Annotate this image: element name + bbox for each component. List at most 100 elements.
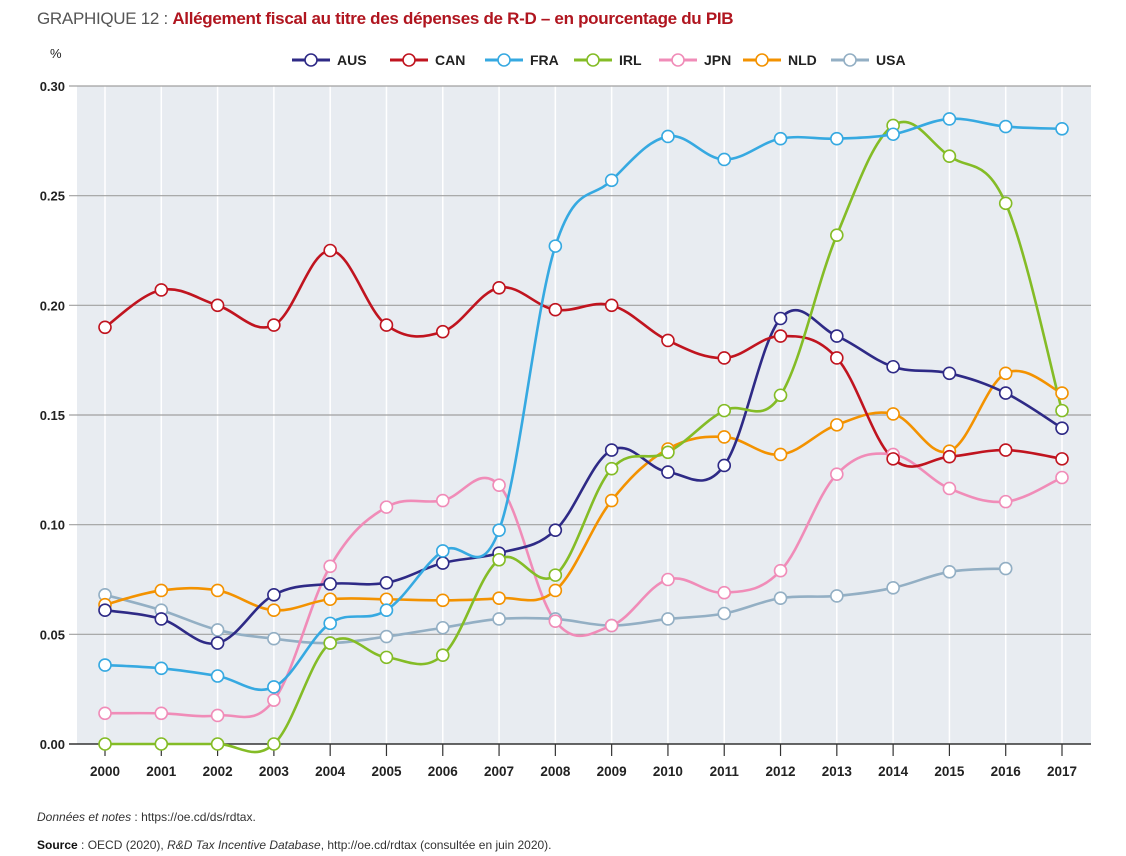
data-point-aus [886, 359, 900, 374]
source-text-1: : OECD (2020), [77, 838, 168, 852]
legend-item-can: CAN [389, 50, 465, 70]
legend-marker [755, 53, 769, 67]
data-point-aus [379, 575, 394, 590]
data-point-can [830, 351, 844, 365]
data-point-can [492, 280, 506, 295]
data-point-jpn [154, 706, 169, 721]
data-point-can [773, 329, 788, 343]
data-point-fra [492, 523, 506, 537]
legend-marker [402, 53, 416, 67]
y-tick-label: 0.25 [40, 189, 65, 204]
data-point-fra [830, 131, 844, 146]
data-point-irl [98, 737, 112, 751]
data-point-jpn [661, 572, 675, 587]
x-tick-label: 2013 [822, 764, 853, 779]
data-point-jpn [492, 478, 506, 492]
x-tick-label: 2004 [315, 764, 346, 779]
data-point-fra [379, 603, 394, 618]
data-point-aus [548, 523, 563, 537]
data-point-fra [717, 152, 732, 167]
data-point-aus [98, 603, 112, 618]
data-point-aus [604, 443, 619, 457]
data-point-irl [998, 196, 1013, 211]
data-point-can [604, 298, 619, 313]
legend-swatch-jpn [659, 53, 697, 67]
data-point-irl [1055, 403, 1069, 418]
legend-item-fra: FRA [484, 50, 559, 70]
y-tick-label: 0.15 [40, 408, 65, 423]
data-point-usa [773, 591, 788, 605]
x-tick-label: 2005 [371, 764, 402, 779]
legend-label: NLD [788, 52, 817, 68]
data-point-fra [548, 239, 563, 253]
data-point-irl [154, 737, 169, 751]
legend-label: AUS [337, 52, 367, 68]
data-point-aus [154, 612, 169, 626]
data-point-jpn [717, 585, 732, 600]
x-tick-label: 2001 [146, 764, 177, 779]
source-label: Source [37, 838, 78, 852]
data-point-fra [886, 127, 900, 142]
chart-title-text: Allégement fiscal au titre des dépenses … [172, 9, 734, 28]
data-point-usa [661, 612, 675, 626]
data-point-aus [830, 329, 844, 343]
legend-item-nld: NLD [742, 50, 817, 70]
data-point-aus [942, 366, 957, 381]
data-point-irl [942, 149, 957, 163]
notes-text: : https://oe.cd/ds/rdtax. [131, 810, 256, 824]
data-point-jpn [435, 493, 450, 508]
data-point-irl [773, 388, 788, 403]
data-point-aus [267, 588, 281, 602]
x-tick-label: 2006 [428, 764, 459, 779]
data-point-nld [717, 430, 732, 444]
data-point-can [154, 283, 169, 297]
data-point-jpn [98, 706, 112, 721]
data-point-can [998, 443, 1013, 457]
legend-swatch-irl [574, 53, 612, 67]
y-tick-label: 0.00 [40, 737, 65, 752]
data-point-nld [773, 447, 788, 462]
legend-label: JPN [704, 52, 732, 68]
data-point-usa [492, 612, 506, 626]
data-point-can [548, 302, 563, 317]
data-point-fra [998, 119, 1013, 134]
x-tick-label: 2012 [766, 764, 796, 779]
chart-number: GRAPHIQUE 12 : [37, 9, 173, 28]
data-point-nld [492, 591, 506, 605]
x-tick-label: 2016 [991, 764, 1022, 779]
data-point-aus [435, 556, 450, 570]
data-point-usa [830, 589, 844, 603]
x-tick-label: 2011 [710, 764, 740, 779]
data-point-nld [998, 366, 1013, 381]
data-point-nld [435, 593, 450, 608]
line-chart: 0.00 0.05 0.10 0.15 0.20 0.25 0.30 2000 2001 2002… [40, 79, 1091, 779]
y-tick-label: 0.10 [40, 518, 65, 533]
legend-marker [586, 53, 600, 67]
data-point-can [717, 351, 732, 365]
x-tick-label: 2015 [934, 764, 965, 779]
data-point-fra [267, 680, 281, 694]
legend-marker [843, 53, 857, 67]
data-point-aus [661, 465, 675, 479]
data-point-can [210, 298, 225, 313]
x-tick-label: 2008 [540, 764, 571, 779]
data-point-can [379, 318, 394, 332]
data-point-can [435, 324, 450, 339]
legend-marker [497, 53, 511, 67]
data-point-fra [773, 131, 788, 146]
data-point-usa [886, 581, 900, 595]
data-point-jpn [267, 693, 281, 707]
data-point-fra [435, 544, 450, 558]
data-point-jpn [1055, 470, 1069, 485]
legend-item-jpn: JPN [658, 50, 731, 70]
data-point-nld [267, 603, 281, 618]
data-point-can [323, 243, 337, 258]
data-point-jpn [379, 500, 394, 514]
data-point-irl [830, 228, 844, 242]
legend-swatch-can [390, 53, 428, 67]
data-point-jpn [604, 618, 619, 633]
legend-swatch-nld [743, 53, 781, 67]
legend-marker [671, 53, 685, 67]
data-point-jpn [942, 481, 957, 496]
x-tick-label: 2000 [90, 764, 120, 779]
